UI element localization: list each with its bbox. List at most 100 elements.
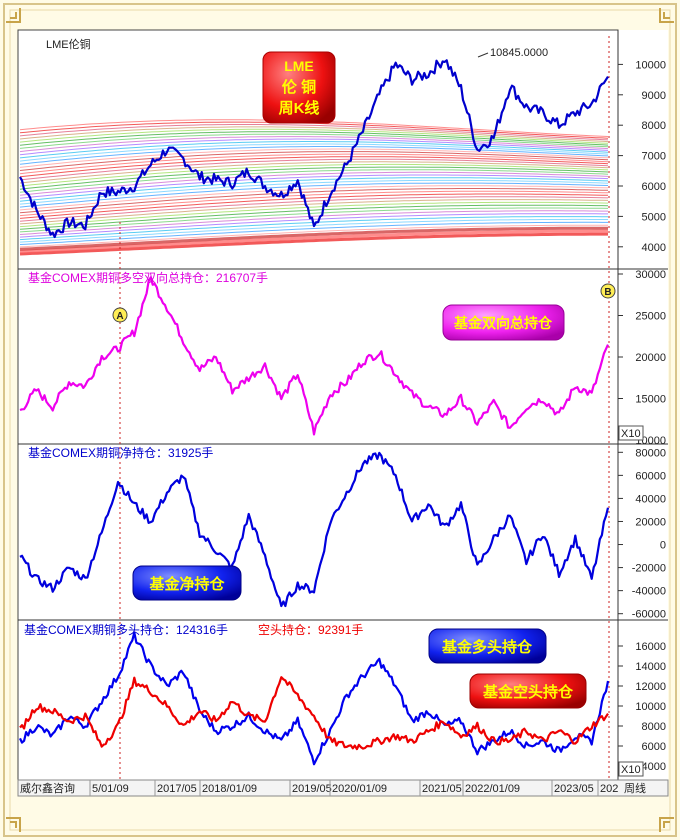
series-line [19, 451, 610, 608]
period-label: 周线 [624, 781, 646, 795]
ribbon-line [19, 229, 608, 254]
ribbon-line [19, 204, 609, 230]
ribbon-line [19, 196, 609, 222]
longshort-multiplier: X10 [621, 764, 641, 776]
price-badge-box [262, 51, 336, 124]
y-tick-label: -20000 [632, 563, 666, 575]
ribbon-line [19, 151, 609, 171]
long-badge-box [428, 628, 547, 664]
y-tick-label: 10000 [635, 59, 666, 71]
x-tick-label: 2023/05 [554, 783, 594, 795]
y-tick-label: 6000 [642, 181, 666, 193]
price-badge: LME 伦 铜 周K线 [262, 51, 336, 124]
series-layer [19, 59, 610, 766]
net-badge: 基金净持仓 [132, 565, 242, 601]
series-line [19, 59, 609, 239]
x-tick-label: 2018/01/09 [202, 783, 257, 795]
ribbon-line [19, 163, 609, 187]
price-badge-line2: 伦 铜 [282, 78, 316, 96]
peak-leader [477, 52, 489, 58]
y-tick-label: 20000 [635, 352, 666, 364]
marker-a: A [112, 307, 128, 323]
y-tick-label: 0 [660, 540, 666, 552]
total-multiplier: X10 [621, 428, 641, 440]
total-badge-box [442, 304, 565, 341]
short-header: 空头持仓：92391手 [258, 622, 363, 637]
ribbon-line [19, 166, 609, 190]
marker-b: B [600, 283, 616, 299]
ribbon-line [19, 193, 609, 219]
y-tick-label: -40000 [632, 586, 666, 598]
ribbon-line [19, 207, 609, 233]
ribbon-line [19, 201, 609, 228]
ribbon-line [19, 232, 608, 256]
ribbon-line [19, 148, 609, 168]
long-header: 基金COMEX期铜多头持仓：124316手 [24, 622, 228, 637]
y-tick-label: 8000 [642, 721, 666, 733]
ribbon-line [19, 171, 609, 196]
ribbon-line [19, 124, 609, 141]
total-header: 基金COMEX期铜多空双向总持仓：216707手 [28, 270, 268, 285]
ribbon-line [19, 182, 609, 208]
ribbon-line [19, 133, 609, 149]
ribbon-line [19, 131, 609, 146]
y-tick-label: 60000 [635, 470, 666, 482]
y-tick-label: 10000 [635, 701, 666, 713]
series-line [19, 631, 610, 766]
ribbon-line [19, 138, 609, 156]
ribbon-line [19, 136, 609, 153]
x-tick-label: 5/01/09 [92, 783, 129, 795]
series-line [19, 676, 609, 751]
net-badge-label: 基金净持仓 [148, 575, 225, 593]
y-tick-label: 5000 [642, 211, 666, 223]
source-label: 威尔鑫咨询 [20, 781, 75, 795]
ribbon-line [19, 146, 609, 165]
ribbon-line [19, 158, 609, 181]
y-tick-label: -60000 [632, 609, 666, 621]
x-tick-label: 202 [600, 783, 618, 795]
y-tick-label: 9000 [642, 90, 666, 102]
ribbon-line [19, 153, 609, 175]
ribbon-line [19, 179, 609, 205]
y-tick-label: 16000 [635, 641, 666, 653]
long-badge-label: 基金多头持仓 [441, 638, 533, 656]
total-multiplier-box [618, 425, 644, 441]
x-axis-ticks: 5/01/09 2017/05 2018/01/09 2019/05 2020/01/0… [89, 780, 618, 796]
inner-border [9, 9, 671, 831]
ribbon-line [19, 141, 609, 159]
ribbon-line [19, 126, 609, 143]
ribbon-line [19, 199, 609, 225]
y-tick-label: 20000 [635, 516, 666, 528]
ribbon-line [19, 226, 608, 251]
ribbon-line [19, 143, 609, 162]
y-tick-label: 14000 [635, 661, 666, 673]
ribbon-line [19, 169, 609, 193]
y-tick-label: 80000 [635, 447, 666, 459]
ribbon-line [19, 188, 609, 214]
total-badge-label: 基金双向总持仓 [454, 315, 553, 331]
x-tick-label: 2021/05 [422, 783, 462, 795]
ribbon-line [19, 210, 608, 235]
y-tick-label: 15000 [635, 394, 666, 406]
ribbon-line [19, 128, 609, 144]
y-tick-label: 12000 [635, 681, 666, 693]
corner-ornament-icon [6, 8, 674, 832]
y-tick-label: 4000 [642, 761, 666, 773]
total-badge: 基金双向总持仓 [442, 304, 565, 341]
y-tick-label: 40000 [635, 493, 666, 505]
short-badge-box [469, 673, 587, 709]
long-badge: 基金多头持仓 [428, 628, 547, 664]
axis-area [618, 30, 668, 780]
net-header: 基金COMEX期铜净持仓：31925手 [28, 445, 213, 460]
marker-a-label: A [116, 311, 123, 322]
net-badge-box [132, 565, 242, 601]
series-line [19, 276, 609, 436]
ribbon-line [19, 221, 608, 245]
short-badge: 基金空头持仓 [469, 673, 587, 709]
y-tick-label: 30000 [635, 269, 666, 281]
peak-label: 10845.0000 [490, 47, 548, 59]
x-axis-bar [17, 779, 669, 797]
short-badge-label: 基金空头持仓 [482, 683, 574, 701]
price-badge-line1: LME [284, 58, 314, 74]
